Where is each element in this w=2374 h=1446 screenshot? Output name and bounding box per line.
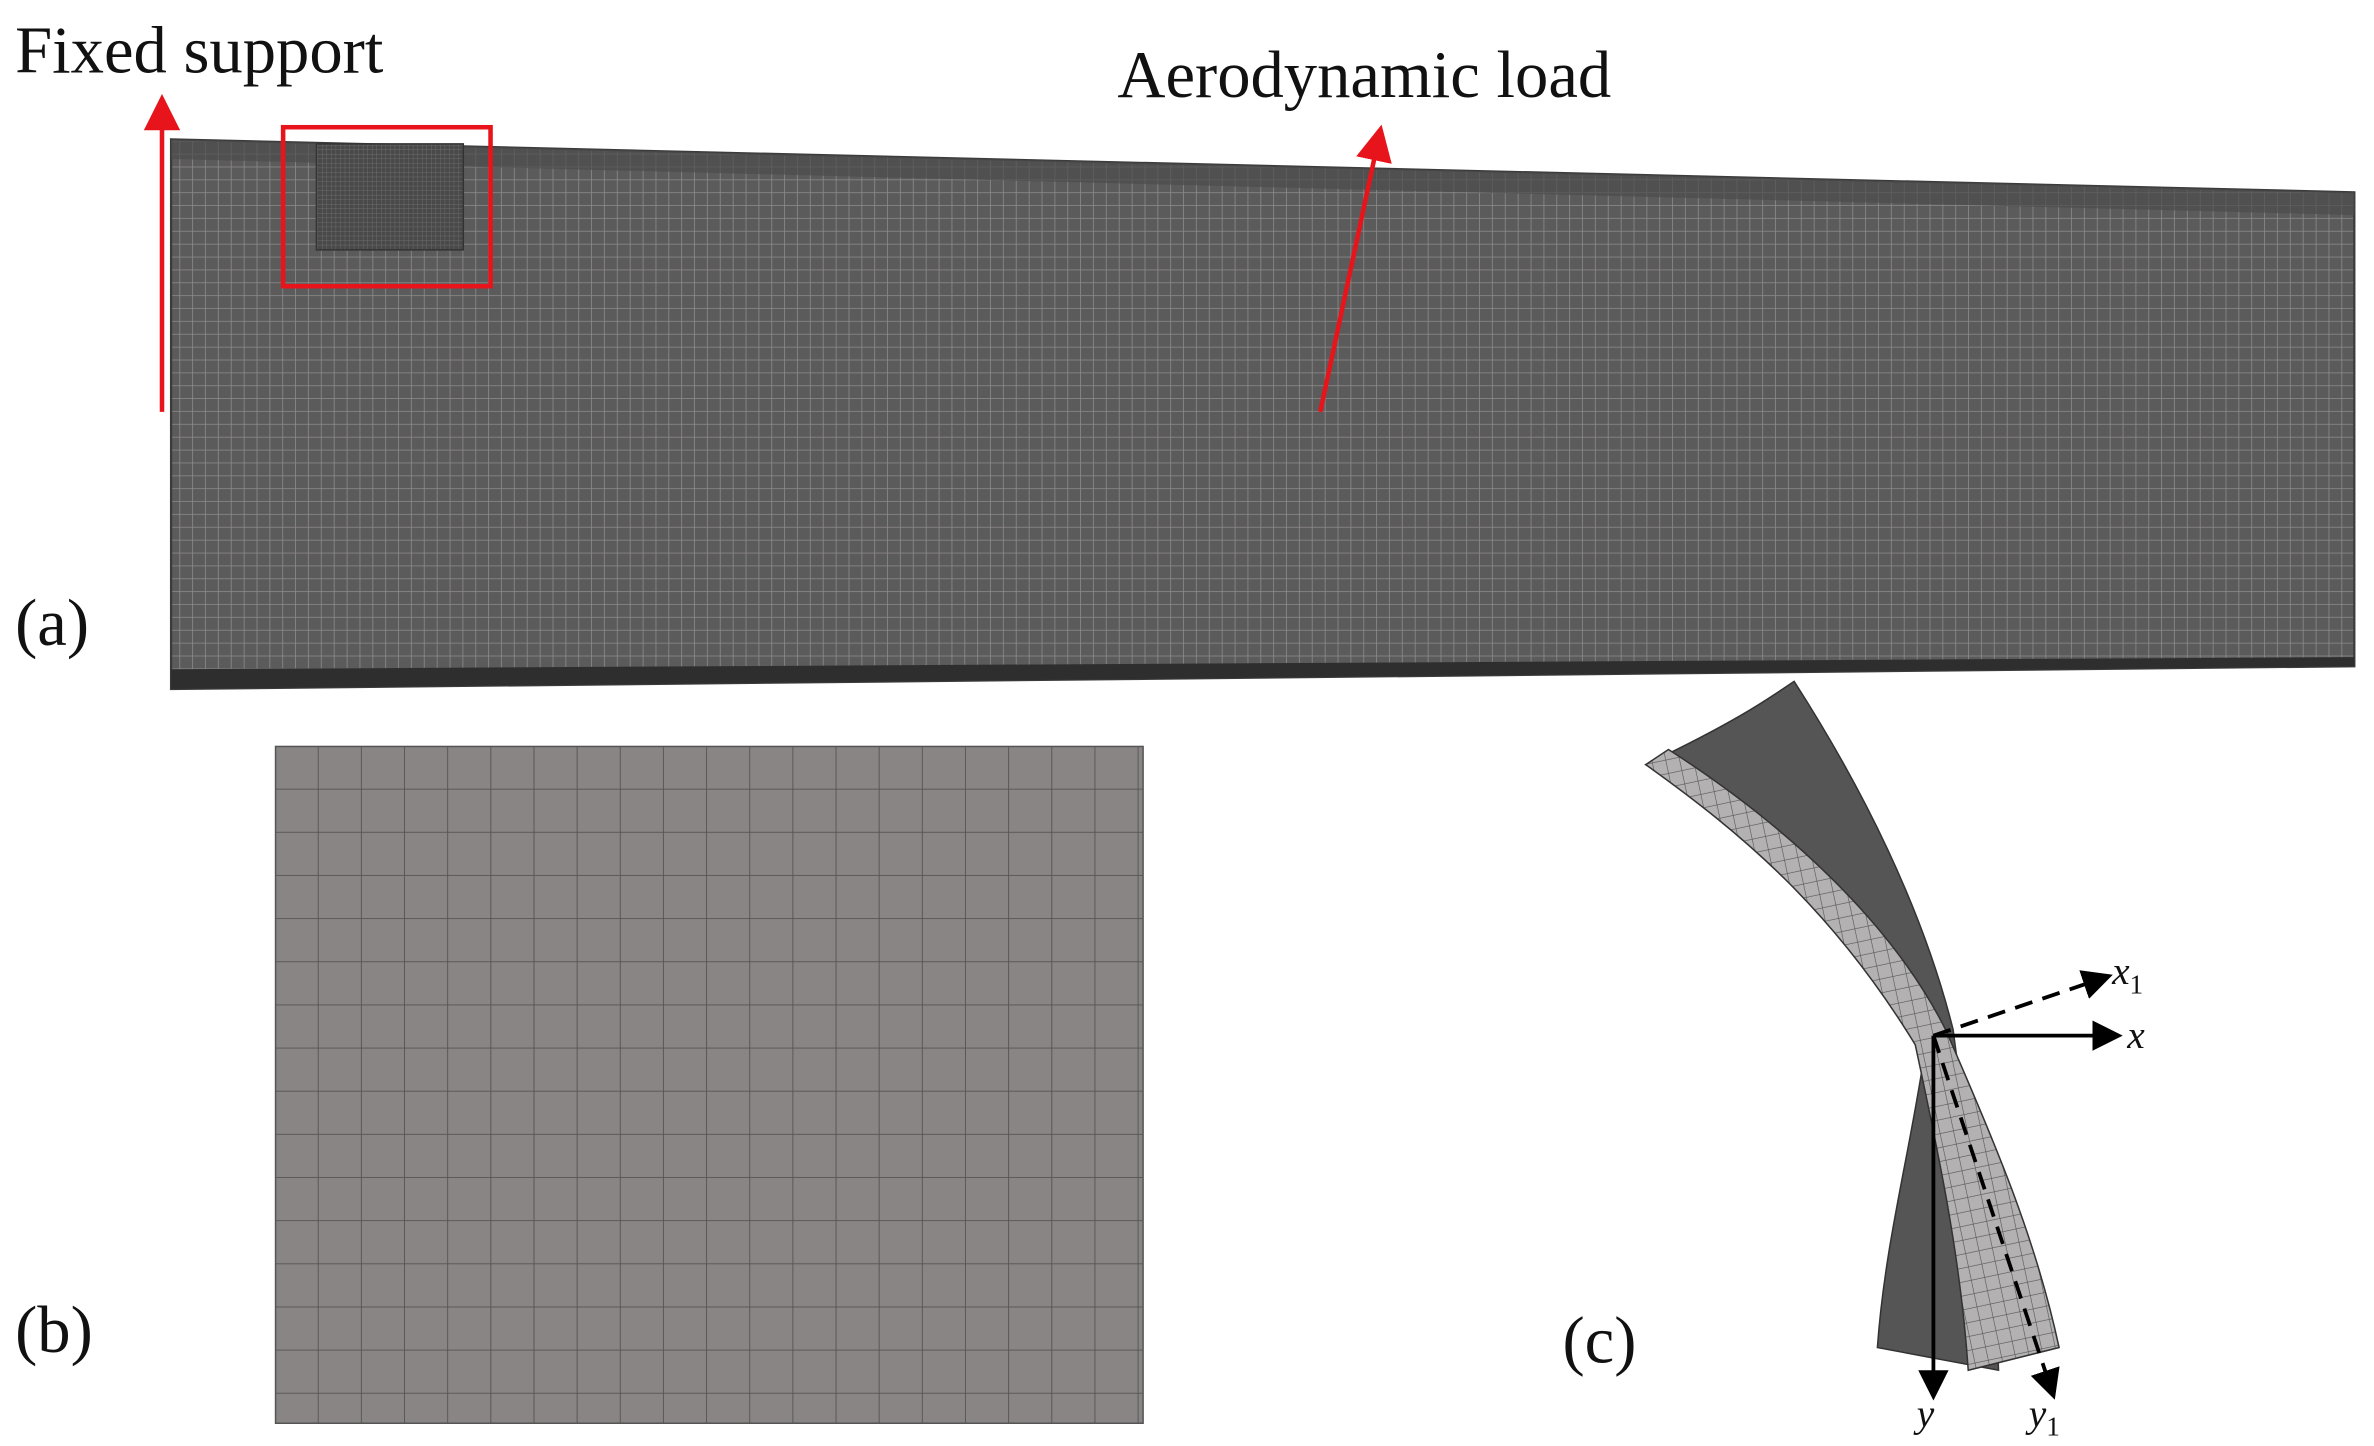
y1-axis-label: y1 bbox=[2025, 1391, 2060, 1441]
panel-label: (b) bbox=[15, 1294, 93, 1367]
blade-edge bbox=[171, 139, 2355, 216]
airfoil-mesh bbox=[1644, 748, 2060, 1372]
y1-base: y bbox=[2025, 1391, 2047, 1435]
x1-base: x bbox=[2111, 949, 2130, 993]
support-region bbox=[315, 143, 465, 251]
blade-mesh bbox=[169, 138, 2356, 691]
x1-axis bbox=[1932, 970, 2113, 1038]
panel-a: Fixed support Aerodynamic load (a) bbox=[15, 15, 2356, 691]
y-axis-label: y bbox=[1913, 1391, 1935, 1435]
highlight-box bbox=[280, 124, 493, 289]
panel-label: (c) bbox=[1562, 1305, 1636, 1378]
panel-b: (b) bbox=[15, 745, 1144, 1424]
fixed-support-label: Fixed support bbox=[15, 15, 384, 88]
load-arrow bbox=[1318, 124, 1392, 413]
x-axis-label: x bbox=[2126, 1013, 2145, 1057]
panel-c: x y x1 y1 (c) bbox=[1562, 680, 2145, 1441]
y1-sub: 1 bbox=[2046, 1411, 2060, 1441]
aerodynamic-load-label: Aerodynamic load bbox=[1117, 39, 1611, 112]
x1-axis-label: x1 bbox=[2111, 949, 2143, 999]
x1-sub: 1 bbox=[2130, 969, 2144, 999]
panel-label: (a) bbox=[15, 587, 89, 660]
support-mesh bbox=[274, 745, 1144, 1424]
y1-axis bbox=[1931, 1035, 2060, 1400]
blade-edge bbox=[171, 657, 2355, 689]
